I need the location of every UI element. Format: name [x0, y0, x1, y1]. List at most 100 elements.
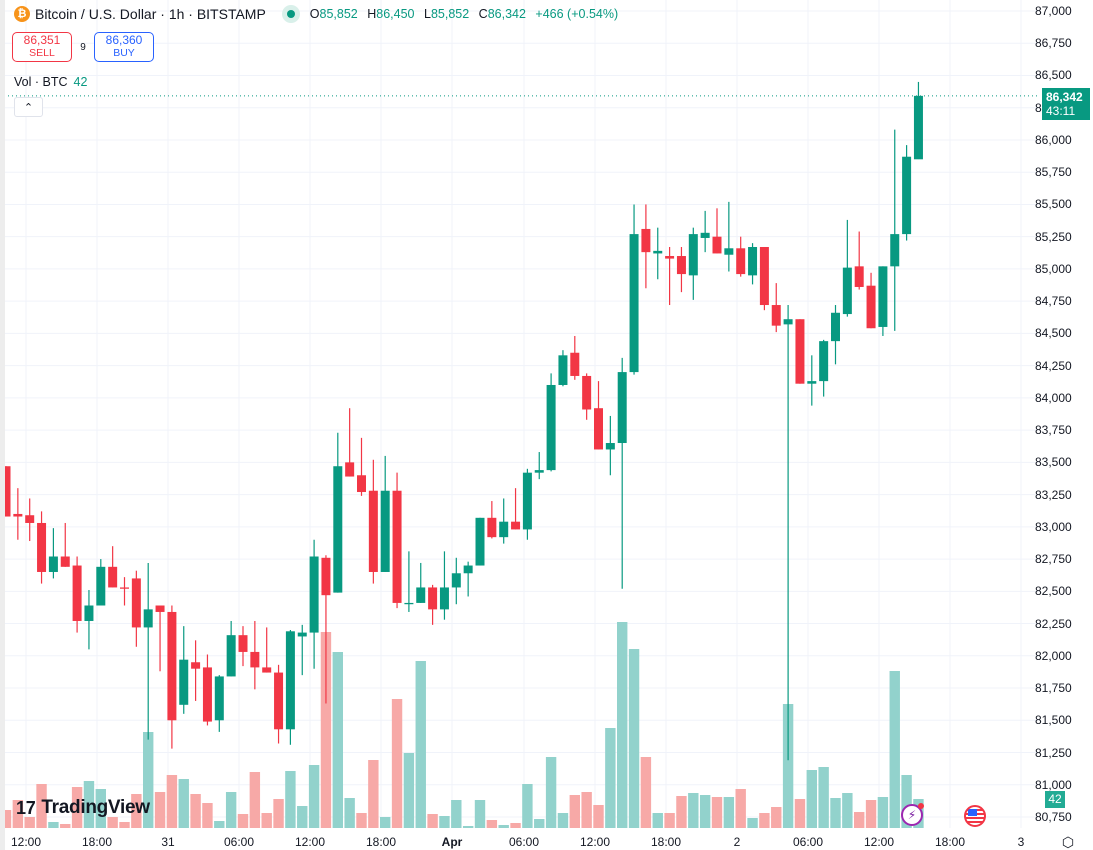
volume-bar — [36, 784, 47, 828]
price-axis-label: 81,500 — [1035, 713, 1072, 728]
time-axis-label: Apr — [441, 835, 463, 849]
buy-price: 86,360 — [105, 33, 143, 47]
trade-buttons: 86,351 SELL 9 86,360 BUY — [12, 32, 154, 62]
volume-bar — [439, 816, 450, 828]
market-status-icon[interactable] — [281, 5, 300, 23]
volume-bar — [451, 800, 462, 828]
volume-bar — [557, 813, 569, 828]
symbol-title[interactable]: Bitcoin / U.S. Dollar · 1h · BITSTAMP — [35, 6, 266, 22]
volume-bar — [415, 661, 426, 828]
volume-bar — [771, 807, 782, 828]
settings-icon[interactable]: ⬡ — [1061, 834, 1075, 850]
buy-button[interactable]: 86,360 BUY — [94, 32, 154, 62]
time-axis-label: 06:00 — [792, 835, 824, 849]
time-axis-label: 06:00 — [508, 835, 540, 849]
candle-body — [831, 312, 840, 342]
candle-body — [582, 375, 592, 410]
price-axis-label: 85,000 — [1035, 261, 1072, 276]
volume-bar — [225, 792, 237, 828]
price-axis-label: 85,250 — [1035, 229, 1072, 244]
collapse-legend-button[interactable]: ⌃ — [14, 97, 43, 117]
buy-label: BUY — [113, 47, 135, 59]
candle-body — [511, 521, 521, 530]
candle-body — [546, 384, 556, 471]
candle-body — [890, 234, 900, 267]
ai-assistant-icon[interactable]: ⚡ — [901, 803, 924, 826]
open-value: 85,852 — [319, 7, 358, 21]
price-axis-label: 85,500 — [1035, 197, 1072, 212]
volume-bar — [747, 818, 758, 828]
volume-bar — [368, 760, 379, 828]
price-axis-label: 84,750 — [1035, 294, 1072, 309]
volume-bar — [83, 781, 95, 828]
volume-bar — [0, 810, 12, 828]
sell-button[interactable]: 86,351 SELL — [12, 32, 72, 62]
candle-body — [913, 95, 923, 160]
candle-body — [617, 372, 627, 444]
time-axis-label: 12:00 — [579, 835, 611, 849]
volume-bar — [249, 772, 261, 828]
volume-bar — [297, 806, 308, 828]
time-axis-label: 31 — [161, 835, 175, 849]
volume-bar — [154, 792, 166, 828]
candle-body — [748, 246, 758, 276]
volume-bar — [759, 813, 770, 828]
candle-body — [48, 556, 58, 572]
time-axis-label: 18:00 — [934, 835, 966, 849]
symbol-legend[interactable]: ₿ Bitcoin / U.S. Dollar · 1h · BITSTAMP … — [14, 5, 624, 23]
candle-body — [37, 522, 47, 572]
volume-bar — [806, 770, 817, 828]
volume-legend-label: Vol · BTC — [14, 75, 68, 89]
last-price-value: 86,342 — [1046, 90, 1083, 104]
volume-bar — [119, 822, 130, 828]
candle-body — [665, 256, 675, 259]
volume-bar — [143, 732, 154, 828]
ohlc-values: O85,852 H86,450 L85,852 C86,342 +466 (+0… — [310, 7, 624, 21]
volume-bar — [308, 765, 320, 828]
high-value: 86,450 — [376, 7, 415, 21]
candle-body — [321, 557, 331, 596]
us-flag-event-icon[interactable] — [964, 805, 986, 827]
price-axis-label: 81,000 — [1035, 777, 1072, 792]
candle-body — [214, 676, 224, 721]
candle-body — [605, 443, 615, 450]
lightning-icon: ⚡ — [907, 808, 917, 822]
candle-body — [285, 631, 295, 730]
chart-grid — [0, 0, 1040, 828]
volume-bar — [534, 819, 545, 828]
high-label: H — [367, 7, 377, 21]
candle-body — [250, 651, 260, 668]
volume-bar — [24, 817, 35, 828]
volume-legend[interactable]: Vol · BTC 42 — [14, 75, 87, 89]
volume-bar — [545, 757, 557, 828]
price-axis-label: 84,250 — [1035, 358, 1072, 373]
price-axis-label: 81,250 — [1035, 745, 1072, 760]
candle-body — [428, 587, 438, 610]
time-axis-label: 2 — [733, 835, 741, 849]
volume-bar — [462, 826, 474, 828]
time-axis-label: 12:00 — [863, 835, 895, 849]
volume-bar — [581, 792, 592, 828]
time-axis-label: 18:00 — [81, 835, 113, 849]
candle-body — [297, 632, 307, 637]
volume-bar — [510, 823, 521, 828]
sell-price: 86,351 — [23, 33, 61, 47]
price-axis-label: 83,000 — [1035, 519, 1072, 534]
low-value: 85,852 — [430, 7, 470, 21]
volume-bar — [854, 812, 865, 828]
volume-axis-tag: 42 — [1045, 791, 1065, 808]
candle-body — [72, 565, 82, 621]
volume-bar — [735, 789, 746, 828]
volume-bar — [166, 775, 178, 828]
candle-body — [333, 466, 343, 593]
candle-body — [795, 319, 805, 384]
volume-bar — [711, 797, 723, 828]
price-axis-label: 83,250 — [1035, 487, 1072, 502]
candle-body — [902, 156, 912, 235]
candle-body — [191, 662, 201, 669]
candle-body — [629, 234, 639, 373]
tradingview-logo[interactable]: 17 TradingView — [16, 797, 150, 819]
volume-bar — [486, 820, 498, 828]
volume-bar — [522, 784, 533, 828]
